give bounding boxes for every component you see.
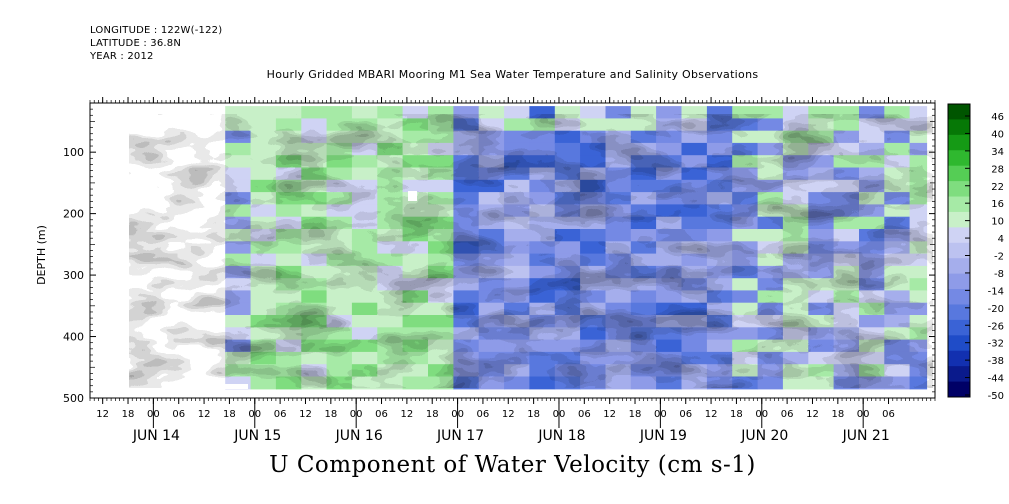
x-hour-label: 06 xyxy=(172,409,185,420)
colorbar-label: 4 xyxy=(998,234,1004,245)
colorbar-segment xyxy=(948,196,970,213)
x-hour-label: 18 xyxy=(426,409,439,420)
x-day-label: JUN 18 xyxy=(537,428,585,444)
x-hour-label: 18 xyxy=(324,409,337,420)
colorbar-frame xyxy=(947,103,971,398)
x-hour-label: 12 xyxy=(806,409,819,420)
colorbar-segment xyxy=(948,165,970,182)
x-hour-label: 12 xyxy=(198,409,211,420)
colorbar-segment xyxy=(948,227,970,244)
colorbar-label: -20 xyxy=(988,304,1004,315)
colorbar-label: 34 xyxy=(991,147,1004,158)
colorbar-label: 28 xyxy=(991,164,1004,175)
colorbar-label: -44 xyxy=(988,374,1004,385)
x-hour-label: 06 xyxy=(375,409,388,420)
y-tick-label: 200 xyxy=(63,208,84,221)
x-day-label: JUN 20 xyxy=(740,428,788,444)
x-day-label: JUN 15 xyxy=(233,428,281,444)
y-axis: DEPTH (m) 100 200 300 400 500 xyxy=(35,108,935,405)
x-hour-label: 18 xyxy=(527,409,540,420)
x-hour-label: 06 xyxy=(882,409,895,420)
heatmap-texture xyxy=(129,114,933,388)
y-tick-label: 100 xyxy=(63,146,84,159)
x-day-label: JUN 14 xyxy=(132,428,180,444)
colorbar-segment xyxy=(948,319,970,336)
colorbar-segment xyxy=(948,381,970,398)
longitude-label: LONGITUDE : 122W(-122) xyxy=(90,25,223,36)
x-hour-label: 12 xyxy=(401,409,414,420)
colorbar-segment xyxy=(948,134,970,151)
y-tick-label: 500 xyxy=(63,392,84,405)
x-hour-label: 12 xyxy=(299,409,312,420)
chart-title: Hourly Gridded MBARI Mooring M1 Sea Wate… xyxy=(266,68,759,81)
x-hour-label: 06 xyxy=(578,409,591,420)
y-axis-label: DEPTH (m) xyxy=(35,225,48,285)
x-day-label: JUN 21 xyxy=(842,428,890,444)
x-hour-label: 18 xyxy=(629,409,642,420)
plot-area xyxy=(89,102,936,399)
x-hour-label: 18 xyxy=(223,409,236,420)
colorbar-segment xyxy=(948,211,970,228)
x-day-label: JUN 17 xyxy=(436,428,484,444)
colorbar-label: 16 xyxy=(991,199,1004,210)
colorbar: 46 40 34 28 22 16 10 4 -2 -8 -14 -20 -26 -32 -38 -44 -50 xyxy=(947,103,1004,402)
missing-data-strip xyxy=(204,384,248,389)
colorbar-label: 40 xyxy=(991,129,1004,140)
missing-data-patch xyxy=(408,191,417,201)
colorbar-label: 10 xyxy=(991,217,1004,228)
x-hour-label: 12 xyxy=(502,409,515,420)
colorbar-label: -50 xyxy=(988,391,1004,402)
colorbar-label: 46 xyxy=(991,112,1004,123)
colorbar-segment xyxy=(948,258,970,275)
colorbar-label: -38 xyxy=(988,356,1004,367)
colorbar-segment xyxy=(948,150,970,167)
x-hour-label: 06 xyxy=(274,409,287,420)
latitude-label: LATITUDE : 36.8N xyxy=(90,38,182,49)
colorbar-segment xyxy=(948,181,970,198)
colorbar-segment xyxy=(948,366,970,383)
colorbar-label: -14 xyxy=(988,286,1004,297)
heatmap-chart: 12 18 00 06 12 18 00 06 12 18 00 06 12 18 00 06 12 18 00 06… xyxy=(35,97,1004,444)
x-day-label: JUN 19 xyxy=(639,428,687,444)
colorbar-label: -26 xyxy=(988,321,1004,332)
variable-label: U Component of Water Velocity (cm s-1) xyxy=(269,452,756,478)
colorbar-segment xyxy=(948,304,970,321)
colorbar-segment xyxy=(948,273,970,290)
x-hour-label: 06 xyxy=(679,409,692,420)
colorbar-segment xyxy=(948,242,970,259)
colorbar-segment xyxy=(948,119,970,136)
x-hour-label: 12 xyxy=(705,409,718,420)
x-day-label: JUN 16 xyxy=(335,428,383,444)
colorbar-segment xyxy=(948,289,970,305)
x-hour-label: 06 xyxy=(781,409,794,420)
colorbar-label: -32 xyxy=(988,339,1004,350)
colorbar-segment xyxy=(948,350,970,367)
colorbar-label: -2 xyxy=(994,252,1004,263)
colorbar-label: -8 xyxy=(994,269,1004,280)
x-axis: 12 18 00 06 12 18 00 06 12 18 00 06 12 18 00 06 12 18 00 06… xyxy=(89,97,936,444)
x-hour-label: 18 xyxy=(730,409,743,420)
x-hour-label: 12 xyxy=(603,409,616,420)
colorbar-segment xyxy=(948,104,970,120)
y-tick-label: 400 xyxy=(63,331,84,344)
x-hour-label: 18 xyxy=(122,409,135,420)
year-label: YEAR : 2012 xyxy=(90,51,154,62)
colorbar-segment xyxy=(948,335,970,352)
y-tick-label: 300 xyxy=(63,269,84,282)
x-hour-label: 18 xyxy=(831,409,844,420)
x-hour-label: 12 xyxy=(96,409,109,420)
colorbar-label: 22 xyxy=(991,182,1004,193)
x-hour-label: 06 xyxy=(477,409,490,420)
